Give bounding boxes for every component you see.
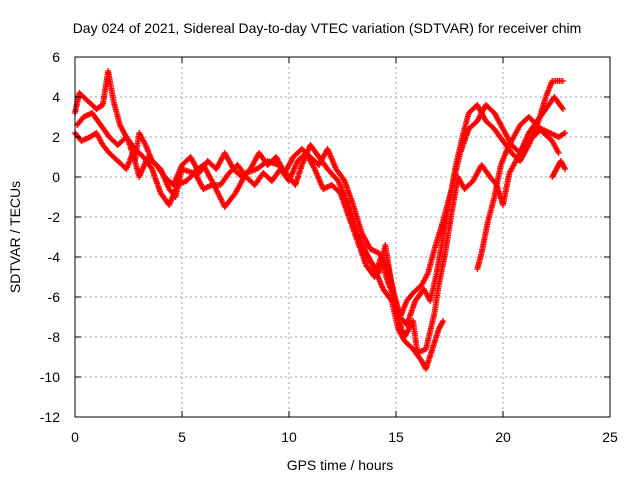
series-track-d (358, 126, 569, 356)
y-tick-label: -4 (48, 249, 61, 265)
y-tick-label: 4 (52, 89, 60, 105)
data-point (440, 318, 447, 324)
y-tick-label: -8 (48, 329, 61, 345)
y-tick-label: -12 (40, 409, 60, 425)
x-tick-label: 10 (281, 429, 297, 445)
y-tick-label: -2 (48, 209, 61, 225)
data-point (555, 150, 562, 156)
y-tick-label: 2 (52, 129, 60, 145)
series-track-f (549, 158, 569, 180)
data-point (559, 106, 566, 112)
y-tick-label: 0 (52, 169, 60, 185)
plot-border (74, 56, 611, 418)
x-tick-label: 25 (602, 429, 618, 445)
x-tick-label: 15 (388, 429, 404, 445)
x-axis-title: GPS time / hours (287, 457, 394, 473)
data-point (561, 164, 568, 171)
y-tick-label: 6 (52, 49, 60, 65)
x-tick-label: 5 (178, 429, 186, 445)
series-track-a (72, 68, 447, 372)
data-point (562, 166, 569, 172)
grid-lines (75, 57, 610, 417)
x-tick-label: 0 (71, 429, 79, 445)
data-point (559, 78, 566, 84)
series-track-e (474, 114, 562, 272)
chart-title: Day 024 of 2021, Sidereal Day-to-day VTE… (73, 20, 582, 36)
y-axis-title: SDTVAR / TECUs (7, 181, 23, 293)
data-point (560, 130, 567, 137)
data-markers (72, 68, 569, 372)
data-point (558, 104, 565, 111)
x-tick-label: 20 (495, 429, 511, 445)
data-point (562, 130, 569, 136)
data-point (439, 319, 446, 326)
series-track-c (74, 94, 566, 320)
y-tick-label: -6 (48, 289, 61, 305)
y-tick-label: -10 (40, 369, 60, 385)
axis-ticks: 0 5 10 15 20 25 -12 -10 -8 -6 -4 -2 0 2 4 6 (40, 49, 618, 445)
